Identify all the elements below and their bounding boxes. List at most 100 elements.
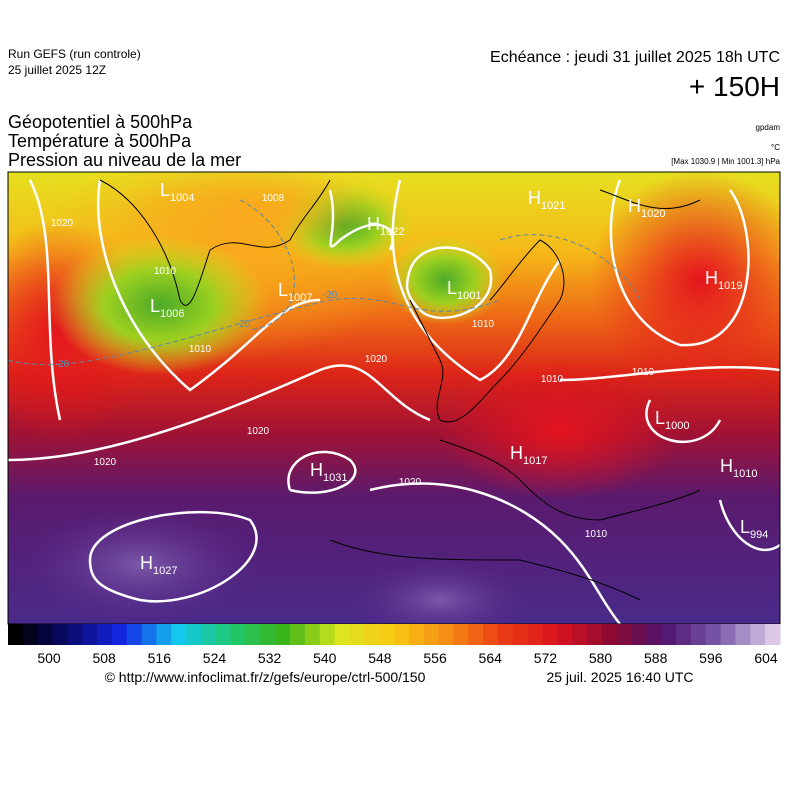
pressure-center: L1006 — [150, 296, 185, 320]
colorbar-label: 604 — [754, 650, 778, 666]
pressure-center: H1017 — [510, 443, 547, 467]
colorbar-cell — [453, 624, 469, 645]
colorbar-cell — [334, 624, 350, 645]
colorbar-cell — [572, 624, 588, 645]
colorbar-cell — [735, 624, 751, 645]
isobar-label: 1020 — [247, 426, 270, 437]
map — [8, 172, 780, 624]
center-type: H — [705, 268, 718, 288]
pressure-center: L1007 — [278, 280, 313, 304]
colorbar-cell — [631, 624, 647, 645]
center-type: H — [510, 443, 523, 463]
colorbar-cell — [304, 624, 321, 645]
colorbar-cell — [82, 624, 98, 645]
colorbar-cell — [364, 624, 380, 645]
colorbar-cell — [512, 624, 529, 645]
temperature-contours — [8, 199, 641, 366]
colorbar-label: 596 — [699, 650, 723, 666]
center-value: 1027 — [153, 565, 177, 577]
colorbar-cell — [527, 624, 543, 645]
center-value: 1007 — [288, 292, 312, 304]
colorbar-cell — [201, 624, 217, 645]
colorbar-cell — [8, 624, 24, 645]
colorbar-label: 508 — [92, 650, 116, 666]
colorbar-cell — [22, 624, 39, 645]
colorbar-cell — [468, 624, 484, 645]
isobar-label: 1020 — [94, 457, 117, 468]
title: Pression au niveau de la mer — [8, 150, 241, 170]
colorbar-cell — [260, 624, 276, 645]
unit-pressure: [Max 1030.9 | Min 1001.3] hPa — [671, 157, 780, 166]
source: © http://www.infoclimat.fr/z/gefs/europe… — [105, 669, 426, 685]
pressure-center: H1027 — [140, 553, 177, 577]
isobars — [8, 179, 780, 624]
colorbar-label: 540 — [313, 650, 337, 666]
run-date: 25 juillet 2025 12Z — [8, 63, 106, 77]
colorbar-cell — [171, 624, 187, 645]
colorbar-label: 500 — [37, 650, 61, 666]
colorbar-cell — [230, 624, 247, 645]
run-label: Run GEFS (run controle) — [8, 47, 141, 61]
colorbar-cell — [557, 624, 573, 645]
colorbar-cell — [379, 624, 395, 645]
colorbar-label: 516 — [148, 650, 172, 666]
colorbar-label: 572 — [534, 650, 558, 666]
title: Géopotentiel à 500hPa — [8, 112, 193, 132]
coastlines — [99, 179, 701, 601]
colorbar-cell — [67, 624, 83, 645]
lead-time: + 150H — [689, 71, 780, 102]
isobar-label: 1010 — [585, 529, 608, 540]
colorbar-cell — [394, 624, 410, 645]
isobar-label: 1010 — [154, 266, 177, 277]
colorbar-cell — [245, 624, 261, 645]
isobar-label: 1020 — [399, 477, 422, 488]
center-value: 1022 — [380, 226, 404, 238]
center-type: L — [160, 180, 170, 200]
center-type: H — [140, 553, 153, 573]
pressure-center: H1022 — [367, 214, 404, 238]
center-type: H — [628, 196, 641, 216]
colorbar-cell — [601, 624, 618, 645]
center-type: H — [528, 188, 541, 208]
colorbar: 500 508 516 524 532 540 548 556 564 572 580 588 596 6… — [8, 624, 781, 666]
colorbar-cell — [52, 624, 68, 645]
center-value: 994 — [750, 529, 768, 541]
colorbar-cell — [765, 624, 781, 645]
temperature-label: -20 — [55, 359, 70, 370]
isobar-label: 1010 — [541, 374, 564, 385]
pressure-center: L1004 — [160, 180, 195, 204]
center-type: L — [278, 280, 288, 300]
isobar-label: 1008 — [262, 193, 285, 204]
colorbar-label: 548 — [368, 650, 392, 666]
center-value: 1006 — [160, 308, 184, 320]
center-type: L — [655, 408, 665, 428]
colorbar-label: 564 — [479, 650, 503, 666]
isobar-label: 1010 — [189, 344, 212, 355]
colorbar-cell — [750, 624, 766, 645]
center-value: 1010 — [733, 468, 757, 480]
center-value: 1017 — [523, 455, 547, 467]
title: Température à 500hPa — [8, 131, 192, 151]
colorbar-cell — [423, 624, 440, 645]
pressure-center: L1000 — [655, 408, 690, 432]
colorbar-cell — [676, 624, 692, 645]
colorbar-cell — [661, 624, 677, 645]
colorbar-cell — [275, 624, 291, 645]
colorbar-cell — [186, 624, 202, 645]
colorbar-cell — [408, 624, 425, 645]
colorbar-label: 556 — [423, 650, 447, 666]
colorbar-cell — [497, 624, 514, 645]
colorbar-cell — [646, 624, 662, 645]
colorbar-cell — [215, 624, 232, 645]
colorbar-cell — [126, 624, 143, 645]
center-value: 1019 — [718, 280, 742, 292]
center-value: 1020 — [641, 208, 665, 220]
colorbar-label: 580 — [589, 650, 613, 666]
center-type: L — [740, 517, 750, 537]
colorbar-cell — [156, 624, 172, 645]
colorbar-cell — [141, 624, 157, 645]
colorbar-label: 588 — [644, 650, 668, 666]
colorbar-cell — [542, 624, 558, 645]
colorbar-cell — [616, 624, 633, 645]
